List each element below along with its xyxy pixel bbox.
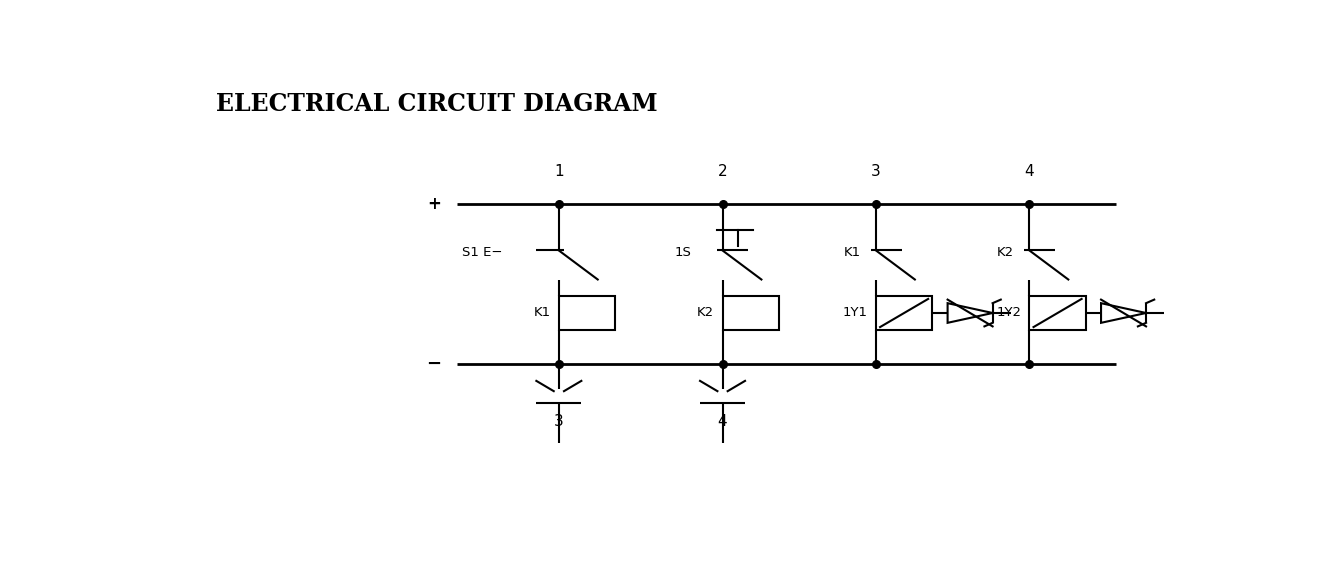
Text: 3: 3 xyxy=(554,414,564,429)
Bar xyxy=(1030,296,1085,330)
Text: K2: K2 xyxy=(697,306,714,320)
Text: K1: K1 xyxy=(533,306,550,320)
Bar xyxy=(876,296,932,330)
Text: +: + xyxy=(428,194,441,213)
Bar xyxy=(558,296,615,330)
Text: 4: 4 xyxy=(1024,164,1035,179)
Bar xyxy=(722,296,779,330)
Text: 1Y2: 1Y2 xyxy=(997,306,1022,320)
Text: 3: 3 xyxy=(871,164,880,179)
Text: 1: 1 xyxy=(554,164,564,179)
Text: K2: K2 xyxy=(997,246,1014,259)
Text: 2: 2 xyxy=(718,164,727,179)
Text: 1S: 1S xyxy=(675,246,692,259)
Text: ELECTRICAL CIRCUIT DIAGRAM: ELECTRICAL CIRCUIT DIAGRAM xyxy=(216,92,657,116)
Text: −: − xyxy=(426,356,441,374)
Text: 4: 4 xyxy=(718,414,727,429)
Text: K1: K1 xyxy=(843,246,861,259)
Text: 1Y1: 1Y1 xyxy=(842,306,867,320)
Text: S1 E−: S1 E− xyxy=(462,246,503,259)
